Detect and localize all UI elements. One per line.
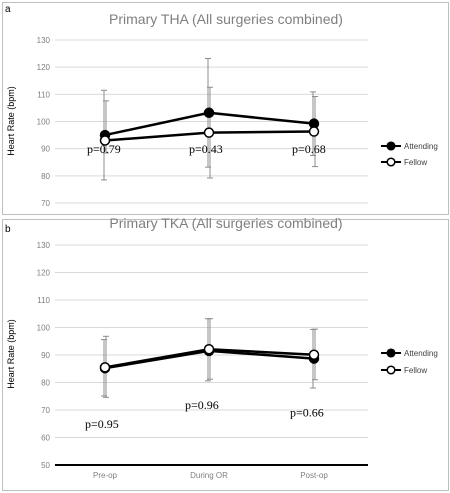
fellow-point-post-op [308,349,320,360]
y-tick-label-70: 70 [41,406,50,415]
y-tick-label-80: 80 [41,172,50,181]
y-tick-label-90: 90 [41,351,50,360]
panel-b-title: Primary TKA (All surgeries combined) [109,215,342,231]
x-tick-label-post-op: Post-op [300,471,328,480]
y-tick-label-50: 50 [41,461,50,470]
fellow-point-pre-op [99,362,111,373]
panel-a-title: Primary THA (All surgeries combined) [109,11,343,27]
panel-a-error-bars [101,57,318,181]
y-tick-label-110: 110 [37,90,50,99]
panel-b-letter: b [5,224,11,235]
y-tick-label-60: 60 [41,434,50,443]
panel-a-p-value-post-op: p=0.68 [292,142,326,156]
panel-a: a Primary THA (All surgeries combined) 7… [2,2,449,215]
panel-b-p-value-pre-op: p=0.95 [85,417,119,431]
legend-fellow-label: Fellow [404,366,427,375]
legend-attending-label: Attending [404,142,438,151]
fellow-point-pre-op [99,135,111,146]
fellow-point-post-op [308,126,320,137]
panel-b-error-bars [101,318,318,398]
panel-b-p-values: p=0.95 p=0.96 p=0.66 [85,398,324,431]
panel-a-border [2,2,449,215]
panel-a-letter: a [5,4,11,15]
panel-b-y-ticks: 50 60 70 80 90 100 110 120 130 [37,241,51,470]
panel-a-y-axis-label: Heart Rate (bpm) [6,86,16,156]
y-tick-label-100: 100 [37,118,51,127]
y-tick-label-120: 120 [37,63,51,72]
x-tick-label-during-or: During OR [190,471,228,480]
y-tick-label-100: 100 [37,324,51,333]
panel-b-p-value-during-or: p=0.96 [185,398,219,412]
panel-a-points [99,107,320,146]
legend-attending-marker [386,141,396,151]
panel-b: b Primary TKA (All surgeries combined) 5… [2,215,449,491]
y-tick-label-70: 70 [41,199,50,208]
panel-b-points [99,343,320,374]
panel-b-border [2,219,449,491]
x-tick-label-pre-op: Pre-op [93,471,118,480]
panel-b-y-axis-label: Heart Rate (bpm) [6,319,16,389]
fellow-point-during-or [203,127,215,138]
panel-a-y-ticks: 70 80 90 100 110 120 130 [37,36,51,208]
panel-a-p-values: p=0.79 p=0.43 p=0.68 [87,142,326,156]
panel-b-x-ticks: Pre-op During OR Post-op [93,471,328,480]
legend-attending-marker [386,348,396,358]
y-tick-label-110: 110 [37,296,50,305]
legend-fellow-marker [386,365,396,375]
legend-fellow-marker [386,157,396,167]
y-tick-label-80: 80 [41,379,50,388]
panel-a-p-value-during-or: p=0.43 [189,142,223,156]
panel-a-grid [55,39,368,204]
panel-b-legend: Attending Fellow [381,348,438,375]
y-tick-label-120: 120 [37,269,51,278]
panel-b-p-value-post-op: p=0.66 [290,406,324,420]
panel-a-p-value-pre-op: p=0.79 [87,142,121,156]
legend-attending-label: Attending [404,349,438,358]
legend-fellow-label: Fellow [404,158,427,167]
panel-b-grid [55,244,368,466]
y-tick-label-130: 130 [37,36,51,45]
y-tick-label-90: 90 [41,145,50,154]
fellow-point-during-or [203,343,215,355]
panel-a-legend: Attending Fellow [381,141,438,167]
y-tick-label-130: 130 [37,241,51,250]
attending-point-during-or [203,107,215,119]
